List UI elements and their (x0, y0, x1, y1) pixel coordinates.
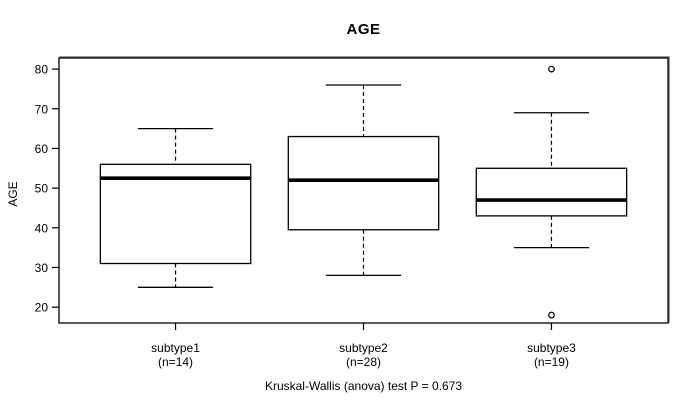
group-label: subtype3 (527, 341, 576, 355)
y-axis-tick-label: 70 (35, 102, 49, 116)
iqr-box (475, 167, 628, 217)
y-axis-tick-label: 50 (35, 182, 49, 196)
iqr-box (99, 163, 252, 265)
y-axis-tick-label: 20 (35, 301, 49, 315)
stat-test-footnote: Kruskal-Wallis (anova) test P = 0.673 (264, 379, 463, 393)
outlier-point (548, 311, 555, 319)
y-axis-tick-label: 30 (35, 261, 49, 275)
group-label: subtype1 (151, 341, 200, 355)
y-axis-tick-label: 80 (35, 63, 49, 77)
group-n-label: (n=14) (158, 355, 193, 369)
y-axis-tick-label: 40 (35, 221, 49, 235)
group-n-label: (n=28) (346, 355, 381, 369)
iqr-box (287, 135, 440, 231)
y-axis-title: AGE (6, 181, 20, 207)
outlier-point (548, 65, 555, 73)
group-n-label: (n=19) (534, 355, 569, 369)
group-label: subtype2 (339, 341, 388, 355)
chart-title: AGE (346, 21, 381, 38)
y-axis-tick-label: 60 (35, 142, 49, 156)
